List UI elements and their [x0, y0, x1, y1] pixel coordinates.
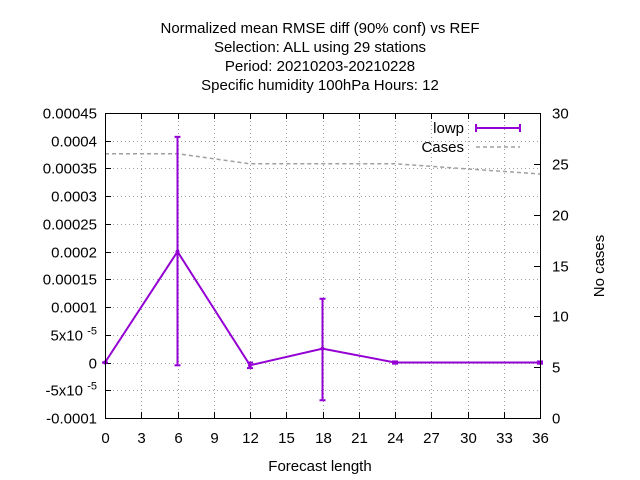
y-tick-label: -0.0001	[46, 411, 97, 428]
y2-axis-label: No cases	[591, 235, 608, 298]
x-tick-label: 24	[387, 430, 404, 447]
y2-tick-label: 30	[552, 106, 569, 123]
y-tick-label: 0.0003	[51, 189, 97, 206]
data-point-lowp	[248, 363, 252, 368]
y2-tick-label: 10	[552, 309, 569, 326]
y2-tick-label: 20	[552, 208, 569, 225]
errorbar-lowp	[174, 135, 181, 367]
y-tick-label: 5x10	[50, 328, 83, 345]
title-line-3: Period: 20210203-20210228	[225, 58, 415, 75]
x-axis: 0 3 6 9 12 15 18 21 24 27 30 33 36	[101, 113, 549, 447]
x-tick-label: 21	[351, 430, 368, 447]
x-tick-label: 33	[496, 430, 513, 447]
x-tick-label: 12	[242, 430, 259, 447]
y-tick-exponent: -5	[87, 381, 97, 393]
y-tick-label: 0.00025	[43, 217, 97, 234]
x-tick-label: 9	[210, 430, 218, 447]
title-line-2: Selection: ALL using 29 stations	[214, 39, 426, 56]
errorbar-lowp	[319, 297, 326, 402]
x-tick-label: 6	[174, 430, 182, 447]
y-axis-right: 0 5 10 15 20 25 30	[534, 106, 569, 428]
x-tick-label: 36	[532, 430, 549, 447]
x-tick-label: 18	[315, 430, 332, 447]
chart-title: Normalized mean RMSE diff (90% conf) vs …	[161, 20, 480, 94]
x-tick-label: 15	[278, 430, 295, 447]
series-layer	[102, 135, 543, 402]
x-tick-label: 27	[423, 430, 440, 447]
data-point-lowp	[320, 346, 325, 351]
y2-tick-label: 15	[552, 259, 569, 276]
y-tick-label: 0.0002	[51, 245, 97, 262]
x-tick-label: 0	[101, 430, 109, 447]
data-point-lowp	[175, 249, 180, 254]
series-line-cases	[105, 152, 541, 175]
legend-sample-lowp	[475, 124, 521, 132]
y-tick-label: -5x10	[45, 383, 83, 400]
title-line-1: Normalized mean RMSE diff (90% conf) vs …	[161, 20, 480, 37]
y-tick-label: 0.00015	[43, 272, 97, 289]
plot-frame	[105, 113, 541, 419]
errorbar-lowp	[247, 361, 253, 370]
x-tick-label: 30	[460, 430, 477, 447]
y2-tick-label: 5	[552, 360, 560, 377]
y2-tick-label: 0	[552, 411, 560, 428]
y-tick-label: 0	[89, 356, 97, 373]
legend: lowp Cases	[421, 120, 521, 156]
y-tick-label: 0.00045	[43, 106, 97, 123]
y-tick-label: 0.0004	[51, 134, 97, 151]
errorbar-lowp	[392, 360, 398, 365]
legend-label-cases: Cases	[421, 139, 464, 156]
y2-tick-label: 25	[552, 157, 569, 174]
legend-label-lowp: lowp	[433, 120, 464, 137]
x-tick-label: 3	[137, 430, 145, 447]
title-line-4: Specific humidity 100hPa Hours: 12	[201, 77, 439, 94]
y-tick-label: 0.0001	[51, 300, 97, 317]
series-line-lowp	[104, 249, 540, 367]
x-axis-label: Forecast length	[268, 458, 371, 475]
data-point-lowp	[393, 360, 397, 365]
y-tick-label: 0.00035	[43, 161, 97, 178]
y-axis-left: -0.0001 -5x10 -5 0 5x10 -5 0.0001 0.00015 0.0002…	[43, 106, 111, 428]
y-tick-exponent: -5	[87, 326, 97, 338]
